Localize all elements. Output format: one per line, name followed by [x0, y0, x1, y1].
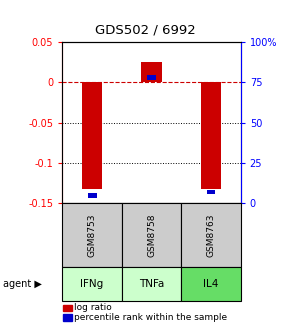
- Text: percentile rank within the sample: percentile rank within the sample: [74, 313, 227, 322]
- Bar: [201, 82, 221, 189]
- Bar: [82, 82, 102, 189]
- Text: IFNg: IFNg: [80, 279, 104, 289]
- Text: GSM8763: GSM8763: [206, 213, 215, 257]
- Text: IL4: IL4: [203, 279, 219, 289]
- Bar: [122, 267, 181, 301]
- Bar: [62, 267, 122, 301]
- Bar: [206, 190, 215, 195]
- Text: log ratio: log ratio: [74, 303, 112, 312]
- Bar: [147, 75, 156, 80]
- Text: GSM8758: GSM8758: [147, 213, 156, 257]
- Bar: [62, 203, 122, 267]
- Text: agent ▶: agent ▶: [3, 279, 42, 289]
- Text: GSM8753: GSM8753: [88, 213, 97, 257]
- Bar: [122, 203, 181, 267]
- Bar: [181, 203, 241, 267]
- Bar: [181, 267, 241, 301]
- Bar: [141, 62, 162, 82]
- Text: GDS502 / 6992: GDS502 / 6992: [95, 24, 195, 37]
- Bar: [88, 193, 97, 198]
- Text: TNFa: TNFa: [139, 279, 164, 289]
